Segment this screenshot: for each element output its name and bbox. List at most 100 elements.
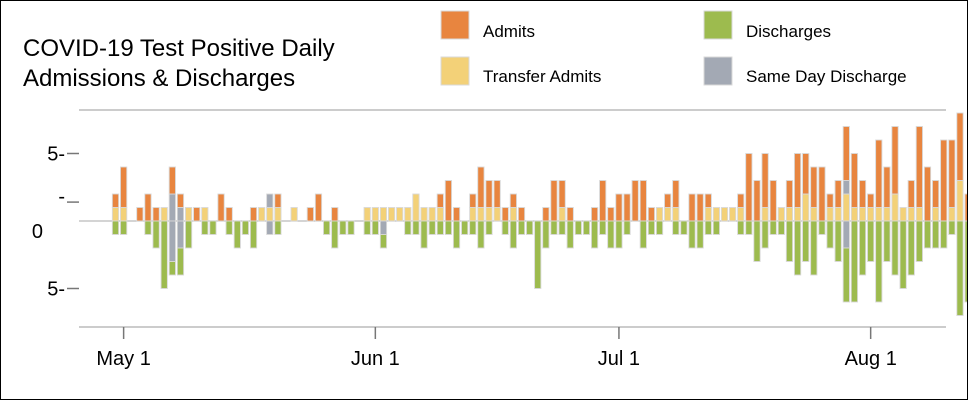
bar-discharges xyxy=(428,220,436,235)
bar-admits xyxy=(932,180,940,208)
bar-admits xyxy=(753,180,761,222)
bar-discharges xyxy=(477,220,485,249)
bar-transfer-admits xyxy=(737,207,745,222)
bar-admits xyxy=(120,166,128,208)
bar-admits xyxy=(501,207,509,222)
bar-admits xyxy=(964,193,967,222)
y-tick-label: - xyxy=(58,186,65,208)
bar-admits xyxy=(802,153,810,195)
bar-discharges xyxy=(899,220,907,289)
bar-admits xyxy=(217,193,225,222)
bar-discharges xyxy=(834,220,842,262)
bar-discharges xyxy=(485,220,493,235)
legend: Admits Transfer Admits Discharges Same D… xyxy=(440,10,907,86)
bar-admits xyxy=(452,207,461,222)
bar-discharges xyxy=(883,220,891,262)
bar-admits xyxy=(850,153,859,208)
bar-same-day-discharge xyxy=(266,220,274,235)
bar-transfer-admits xyxy=(493,207,501,222)
bar-discharges xyxy=(891,220,899,276)
bar-discharges xyxy=(850,220,859,303)
bar-transfer-admits xyxy=(948,207,956,222)
bar-discharges xyxy=(745,220,753,235)
bar-transfer-admits xyxy=(509,207,517,222)
chart-title-line-2: Admissions & Discharges xyxy=(23,65,295,92)
bar-admits xyxy=(436,193,444,208)
bar-same-day-discharge xyxy=(168,193,176,222)
bar-discharges xyxy=(810,220,818,276)
bar-transfer-admits xyxy=(777,207,785,222)
bar-transfer-admits xyxy=(834,207,842,222)
bar-discharges xyxy=(964,220,967,303)
bar-admits xyxy=(314,193,323,222)
bar-transfer-admits xyxy=(720,207,729,222)
bar-discharges xyxy=(274,220,282,235)
bar-admits xyxy=(631,180,639,222)
bar-transfer-admits xyxy=(810,207,818,222)
bar-admits xyxy=(599,180,607,222)
bar-discharges xyxy=(915,220,923,262)
bar-discharges xyxy=(501,220,509,235)
legend-label-transfer-admits: Transfer Admits xyxy=(483,67,601,86)
bar-transfer-admits xyxy=(363,207,371,222)
bar-admits xyxy=(923,166,932,222)
bar-discharges xyxy=(566,220,574,249)
bar-admits xyxy=(485,180,493,208)
bar-discharges xyxy=(550,220,558,235)
bar-admits xyxy=(623,193,631,222)
bar-discharges xyxy=(347,220,355,235)
bar-discharges xyxy=(867,220,875,262)
bar-admits xyxy=(444,180,453,222)
bar-admits xyxy=(672,180,680,208)
bar-discharges xyxy=(818,220,826,235)
bar-discharges xyxy=(469,220,477,235)
bar-admits xyxy=(883,166,891,208)
bar-discharges xyxy=(509,220,517,249)
bar-admits xyxy=(542,207,550,222)
chart-title-line-1: COVID-19 Test Positive Daily xyxy=(23,35,335,62)
bar-transfer-admits xyxy=(160,207,168,222)
bar-transfer-admits xyxy=(883,207,891,222)
bar-transfer-admits xyxy=(891,193,899,222)
bar-admits xyxy=(639,180,647,222)
bar-discharges xyxy=(209,220,217,235)
bar-discharges xyxy=(826,220,834,249)
bar-admits xyxy=(176,193,185,208)
bar-transfer-admits xyxy=(290,207,298,222)
bar-discharges xyxy=(761,220,769,249)
bar-same-day-discharge xyxy=(168,220,176,262)
bar-transfer-admits xyxy=(477,207,485,222)
bar-admits xyxy=(761,153,769,208)
bar-admits xyxy=(152,207,160,222)
bar-admits xyxy=(517,207,526,222)
bar-transfer-admits xyxy=(558,207,566,222)
bar-discharges xyxy=(655,220,664,235)
bar-transfer-admits xyxy=(850,207,859,222)
bar-discharges xyxy=(753,220,761,262)
bar-admits xyxy=(907,180,915,208)
bar-admits xyxy=(875,139,883,208)
bar-discharges xyxy=(688,220,696,249)
bar-discharges xyxy=(371,220,379,235)
bar-discharges xyxy=(680,220,688,235)
bar-discharges xyxy=(842,247,850,303)
bar-transfer-admits xyxy=(201,207,209,222)
bar-transfer-admits xyxy=(120,207,128,222)
bar-admits xyxy=(785,180,794,208)
bar-transfer-admits xyxy=(729,207,737,222)
bar-discharges xyxy=(615,220,623,249)
bar-discharges xyxy=(241,220,250,235)
bar-admits xyxy=(331,207,339,222)
bar-admits xyxy=(249,207,258,222)
bar-admits xyxy=(810,166,818,208)
bar-discharges xyxy=(168,261,176,276)
bar-admits xyxy=(842,126,850,181)
bar-admits xyxy=(469,193,477,208)
bar-transfer-admits xyxy=(664,207,672,222)
x-tick-label: Jun 1 xyxy=(351,348,400,370)
bar-discharges xyxy=(225,220,233,235)
bar-discharges xyxy=(420,220,428,249)
bar-discharges xyxy=(542,220,550,249)
bar-discharges xyxy=(948,220,956,235)
bar-same-day-discharge xyxy=(266,193,274,208)
